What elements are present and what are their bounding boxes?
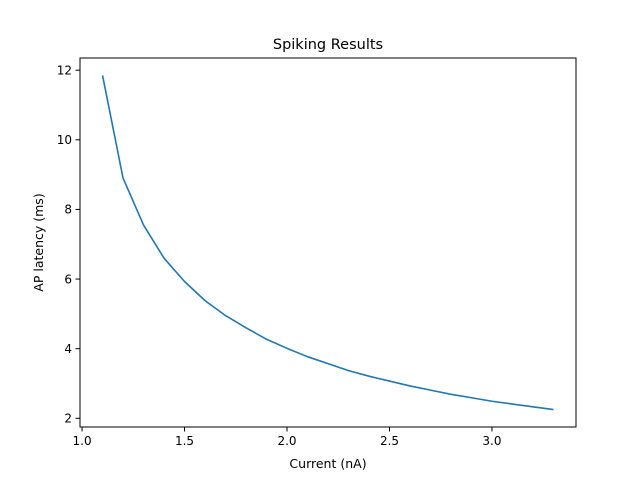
plot-frame	[79, 57, 577, 428]
y-tick-label: 8	[64, 203, 72, 217]
x-tick-label: 1.5	[175, 434, 194, 448]
y-tick-label: 6	[64, 272, 72, 286]
x-tick-label: 2.5	[380, 434, 399, 448]
series-layer	[101, 75, 554, 411]
x-tick-label: 2.0	[277, 434, 296, 448]
y-axis-ticks: 2 4 6 8 10 12	[57, 63, 80, 426]
y-tick-label: 12	[57, 63, 72, 77]
y-tick-label: 10	[57, 133, 72, 147]
y-axis-label: AP latency (ms)	[31, 193, 46, 291]
y-tick-label: 4	[64, 342, 72, 356]
x-axis-ticks: 1.0 1.5 2.0 2.5 3.0	[73, 427, 502, 448]
series-line-0	[101, 75, 554, 411]
x-tick-label: 1.0	[73, 434, 92, 448]
y-tick-label: 2	[64, 412, 72, 426]
chart-title: Spiking Results	[273, 37, 383, 53]
x-axis-label: Current (nA)	[289, 456, 366, 471]
x-tick-label: 3.0	[482, 434, 501, 448]
